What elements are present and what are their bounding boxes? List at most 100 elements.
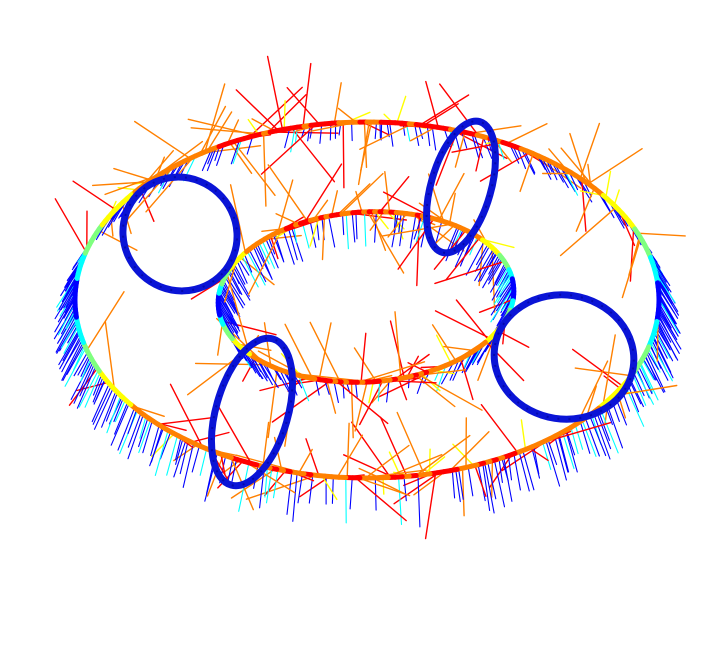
outer-vector-glyph xyxy=(264,466,268,498)
outer-vector-glyph xyxy=(214,399,252,465)
outer-vector-glyph xyxy=(62,330,81,362)
inner-vector-glyph xyxy=(413,215,423,240)
outer-vector-glyph xyxy=(467,466,474,497)
outer-vector-glyph xyxy=(231,458,238,484)
outer-vector-glyph xyxy=(59,332,81,370)
outer-vector-glyph xyxy=(657,309,677,340)
outer-vector-glyph xyxy=(150,424,160,457)
inner-vector-glyph xyxy=(460,357,474,401)
outer-vector-glyph xyxy=(451,469,456,499)
inner-vector-glyph xyxy=(478,298,514,313)
outer-vector-glyph xyxy=(92,385,112,425)
outer-vector-glyph xyxy=(426,125,431,147)
cross-section-rings xyxy=(119,117,638,490)
inner-vector-glyph xyxy=(274,367,291,395)
outer-vector-glyph xyxy=(290,127,336,183)
outer-vector-glyph xyxy=(127,412,142,448)
inner-vector-glyph xyxy=(490,286,515,323)
outer-vector-glyph xyxy=(229,142,253,175)
inner-vector-glyph xyxy=(488,257,503,281)
outer-vector-glyph xyxy=(182,442,195,488)
outer-vector-glyph xyxy=(179,440,189,475)
outer-vector-glyph xyxy=(91,383,110,423)
outer-vector-glyph xyxy=(175,437,184,465)
inner-vector-glyph xyxy=(377,380,381,402)
inner-vector-glyph xyxy=(218,290,234,318)
outer-vector-glyph xyxy=(658,296,681,334)
outer-vector-glyph xyxy=(473,133,484,159)
inner-vector-glyph xyxy=(438,172,465,221)
outer-vector-glyph xyxy=(230,468,276,499)
inner-vector-glyph xyxy=(379,175,410,213)
inner-vector-glyph xyxy=(301,222,310,249)
inner-vector-glyph xyxy=(297,374,310,402)
outer-vector-glyph xyxy=(105,391,119,422)
outer-vector-glyph xyxy=(635,369,654,405)
inner-vector-glyph xyxy=(252,245,264,269)
inner-vector-glyph xyxy=(337,183,371,216)
outer-vector-glyph xyxy=(101,390,117,428)
inner-vector-glyph xyxy=(328,215,336,248)
outer-vector-glyph xyxy=(336,434,364,478)
outer-vector-glyph xyxy=(92,375,104,403)
outer-vector-glyph xyxy=(284,127,291,149)
outer-vector-glyph xyxy=(520,148,535,175)
inner-vector-glyph xyxy=(267,164,309,222)
inner-vector-glyph xyxy=(351,212,356,243)
inner-vector-glyph xyxy=(224,276,244,309)
outer-vector-glyph xyxy=(518,451,530,492)
outer-vector-glyph xyxy=(262,132,267,207)
inner-vector-glyph xyxy=(243,253,253,273)
outer-vector-glyph xyxy=(439,83,479,137)
outer-vector-glyph xyxy=(226,457,234,485)
inner-vector-glyph xyxy=(267,367,278,439)
outer-vector-glyph xyxy=(321,475,338,501)
inner-vector-glyph xyxy=(490,280,514,316)
inner-vector-glyph xyxy=(219,287,239,316)
inner-vector-glyph xyxy=(491,269,510,301)
outer-vector-glyph xyxy=(127,413,144,460)
outer-vector-glyph xyxy=(498,458,503,483)
inner-vector-glyph xyxy=(282,229,295,265)
inner-vector-glyph xyxy=(499,273,512,292)
outer-vector-glyph xyxy=(528,447,549,462)
inner-vector-glyph xyxy=(386,379,390,403)
outer-vector-glyph xyxy=(452,443,475,467)
outer-vector-glyph xyxy=(104,320,116,390)
outer-vector-glyph xyxy=(145,156,195,213)
outer-vector-glyph xyxy=(646,349,659,370)
inner-vector-glyph xyxy=(477,249,496,282)
outer-vector-glyph xyxy=(658,292,677,325)
outer-vector-glyph xyxy=(84,371,101,408)
outer-vector-glyph xyxy=(643,354,665,393)
outer-vector-glyph xyxy=(72,180,117,211)
inner-vector-glyph xyxy=(447,225,458,251)
outer-vector-glyph xyxy=(419,94,470,126)
outer-vector-glyph xyxy=(603,375,621,390)
outer-vector-glyph xyxy=(230,139,241,165)
outer-vector-glyph xyxy=(127,408,138,435)
outer-vector-glyph xyxy=(653,331,668,359)
outer-vector-glyph xyxy=(150,433,175,458)
outer-vector-glyph xyxy=(413,470,446,496)
inner-vector-glyph xyxy=(236,260,248,284)
inner-vector-glyph xyxy=(497,267,509,287)
outer-vector-glyph xyxy=(657,311,682,350)
outer-vector-glyph xyxy=(649,344,669,381)
ring-outline xyxy=(490,291,638,423)
outer-vector-glyph xyxy=(351,121,353,142)
outer-vector-glyph xyxy=(602,334,616,406)
inner-vector-glyph xyxy=(493,275,512,305)
outer-vector-glyph xyxy=(409,126,437,142)
outer-vector-glyph xyxy=(572,348,624,387)
outer-vector-glyph xyxy=(650,341,673,382)
inner-vector-glyph xyxy=(434,310,491,340)
outer-vector-glyph xyxy=(201,148,212,172)
inner-vector-glyph xyxy=(397,378,408,401)
outer-vector-glyph xyxy=(642,357,656,381)
outer-vector-glyph xyxy=(579,421,591,454)
outer-vector-glyph xyxy=(60,320,78,349)
outer-vector-glyph xyxy=(58,329,80,366)
